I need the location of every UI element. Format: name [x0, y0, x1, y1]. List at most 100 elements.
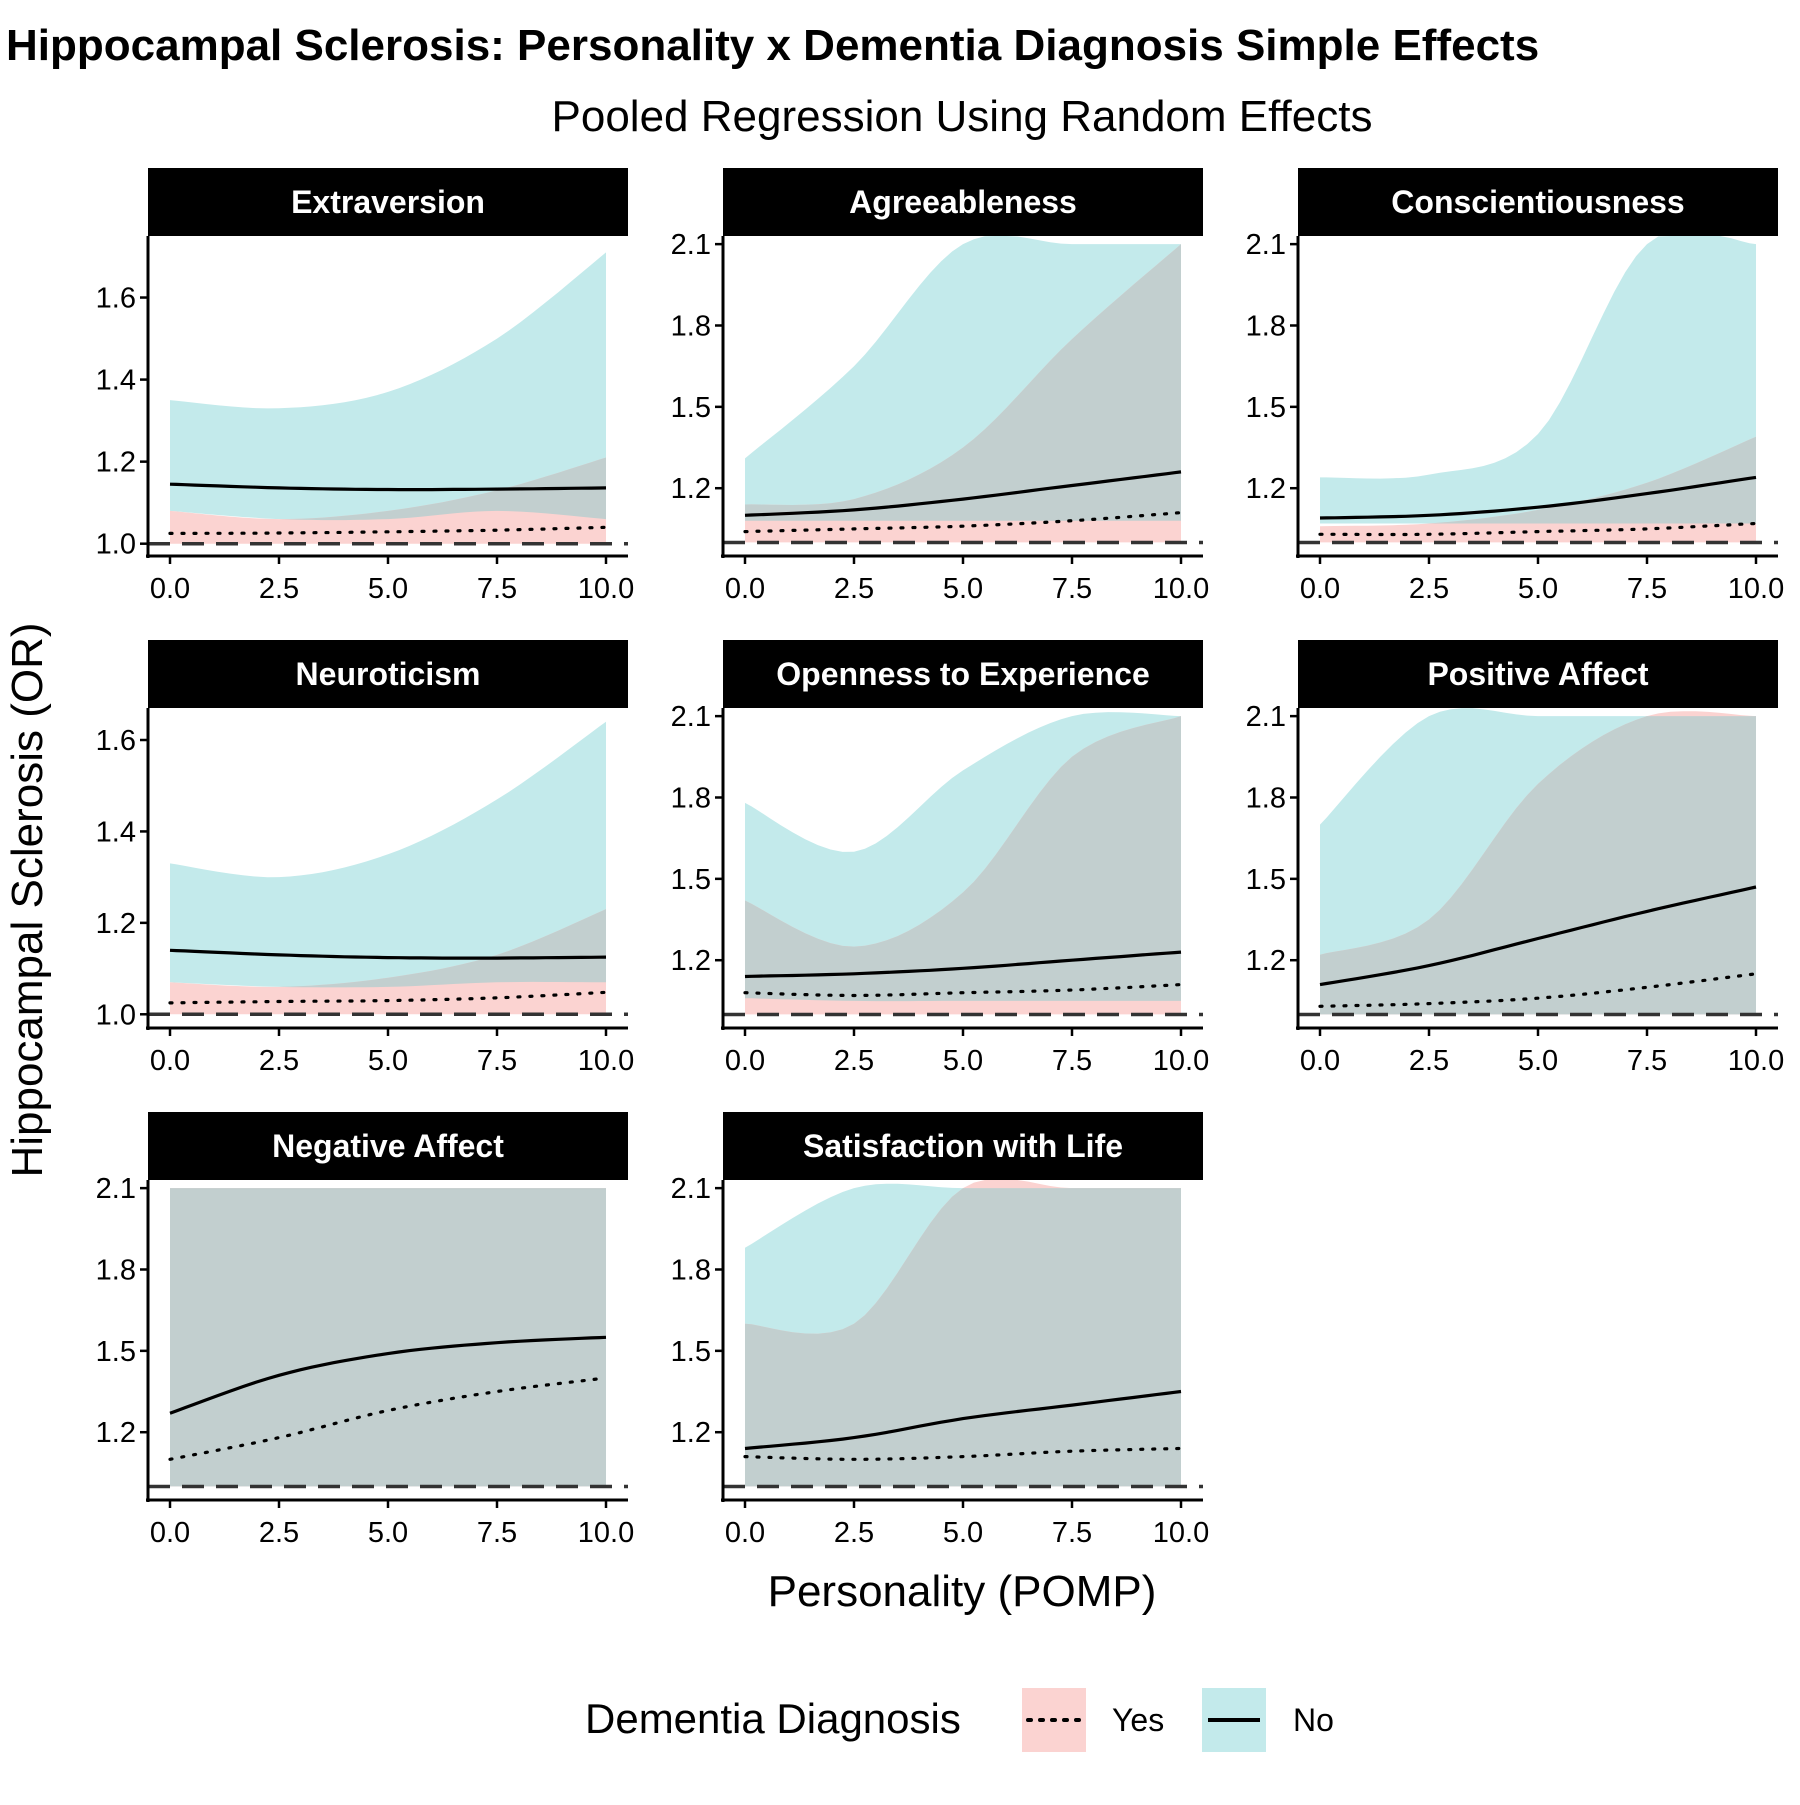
strip-conscientiousness	[1298, 168, 1778, 236]
x-tick-label-extraversion: 5.0	[368, 573, 408, 605]
panel-plot-area-negative-affect	[168, 1188, 608, 1487]
y-tick-label-neuroticism: 1.4	[96, 816, 136, 848]
y-tick-label-conscientiousness: 1.2	[1246, 473, 1286, 505]
x-tick-label-openness-to-experience: 5.0	[943, 1045, 983, 1077]
x-tick-label-positive-affect: 5.0	[1518, 1045, 1558, 1077]
y-tick-label-neuroticism: 1.0	[96, 999, 136, 1031]
line-no-openness-to-experience	[744, 950, 1182, 979]
y-tick-label-positive-affect: 2.1	[1246, 701, 1286, 733]
strip-satisfaction-with-life	[723, 1112, 1203, 1180]
y-tick-label-negative-affect: 1.2	[96, 1417, 136, 1449]
y-tick-label-positive-affect: 1.2	[1246, 945, 1286, 977]
y-tick-label-agreeableness: 1.2	[671, 473, 711, 505]
panel-openness-to-experience: Openness to Experience 1.2 1.5 1.8 2.1 0.0 2.5…	[671, 640, 1209, 1077]
y-tick-label-agreeableness: 1.5	[671, 392, 711, 424]
y-tick-label-conscientiousness: 1.8	[1246, 310, 1286, 342]
x-tick-label-satisfaction-with-life: 5.0	[943, 1517, 983, 1549]
y-tick-label-conscientiousness: 2.1	[1246, 229, 1286, 261]
strip-positive-affect	[1298, 640, 1778, 708]
y-tick-label-satisfaction-with-life: 1.8	[671, 1254, 711, 1286]
ribbon-overlap-positive-affect	[1320, 716, 1756, 1015]
y-tick-label-negative-affect: 1.8	[96, 1254, 136, 1286]
line-no-negative-affect	[169, 1335, 607, 1415]
legend-label-yes: Yes	[1112, 1702, 1164, 1738]
x-tick-label-neuroticism: 7.5	[477, 1045, 517, 1077]
ribbon-yes-extraversion	[170, 457, 606, 544]
x-tick-label-neuroticism: 5.0	[368, 1045, 408, 1077]
line-yes-conscientiousness	[1318, 521, 1758, 537]
ribbon-no-conscientiousness	[1320, 236, 1756, 524]
y-tick-label-satisfaction-with-life: 2.1	[671, 1173, 711, 1205]
line-no-neuroticism	[169, 948, 607, 960]
panel-negative-affect: Negative Affect 1.2 1.5 1.8 2.1 0.0 2.5 5.0 7.5 1…	[96, 1112, 634, 1549]
line-yes-satisfaction-with-life	[743, 1446, 1183, 1461]
x-tick-label-openness-to-experience: 0.0	[725, 1045, 765, 1077]
x-tick-label-openness-to-experience: 7.5	[1052, 1045, 1092, 1077]
x-tick-label-agreeableness: 7.5	[1052, 573, 1092, 605]
panel-plot-area-openness-to-experience	[743, 712, 1183, 1015]
panel-conscientiousness: Conscientiousness 1.2 1.5 1.8 2.1 0.0 2.5 5.0 7.…	[1246, 168, 1784, 605]
x-tick-label-negative-affect: 5.0	[368, 1517, 408, 1549]
line-yes-positive-affect	[1318, 972, 1758, 1008]
panel-plot-area-positive-affect	[1318, 708, 1758, 1015]
x-tick-label-conscientiousness: 0.0	[1300, 573, 1340, 605]
y-tick-label-satisfaction-with-life: 1.5	[671, 1336, 711, 1368]
ribbon-no-extraversion	[170, 252, 606, 521]
line-yes-extraversion	[168, 525, 608, 535]
strip-agreeableness	[723, 168, 1203, 236]
ribbon-overlap-satisfaction-with-life	[745, 1188, 1181, 1487]
y-tick-label-extraversion: 1.2	[96, 447, 136, 479]
y-tick-label-extraversion: 1.4	[96, 365, 136, 397]
ribbon-overlap-negative-affect	[170, 1188, 606, 1487]
y-tick-label-conscientiousness: 1.5	[1246, 392, 1286, 424]
x-tick-label-agreeableness: 2.5	[834, 573, 874, 605]
y-tick-label-openness-to-experience: 2.1	[671, 701, 711, 733]
legend: Dementia Diagnosis Yes No	[585, 1688, 1334, 1752]
strip-negative-affect	[148, 1112, 628, 1180]
ribbon-overlap-openness-to-experience	[745, 716, 1181, 1002]
line-no-extraversion	[169, 482, 607, 492]
legend-label-no: No	[1293, 1702, 1334, 1738]
line-yes-neuroticism	[168, 990, 608, 1005]
y-tick-label-positive-affect: 1.8	[1246, 782, 1286, 814]
strip-neuroticism	[148, 640, 628, 708]
strip-label-openness-to-experience: Openness to Experience	[776, 656, 1149, 692]
x-tick-label-negative-affect: 0.0	[150, 1517, 190, 1549]
panel-agreeableness: Agreeableness 1.2 1.5 1.8 2.1 0.0 2.5 5.0 7.5 10.…	[671, 168, 1209, 605]
y-axis-title: Hippocampal Sclerosis (OR)	[3, 622, 52, 1177]
x-tick-label-openness-to-experience: 2.5	[834, 1045, 874, 1077]
y-tick-label-openness-to-experience: 1.2	[671, 945, 711, 977]
x-tick-label-extraversion: 0.0	[150, 573, 190, 605]
y-tick-label-positive-affect: 1.5	[1246, 864, 1286, 896]
panel-plot-area-neuroticism	[168, 721, 608, 1015]
ribbon-overlap-neuroticism	[170, 909, 606, 988]
x-tick-label-conscientiousness: 2.5	[1409, 573, 1449, 605]
y-tick-label-negative-affect: 2.1	[96, 1173, 136, 1205]
line-yes-negative-affect	[168, 1376, 608, 1461]
x-tick-label-agreeableness: 0.0	[725, 573, 765, 605]
y-tick-label-agreeableness: 1.8	[671, 310, 711, 342]
strip-label-neuroticism: Neuroticism	[296, 656, 481, 692]
x-tick-label-positive-affect: 0.0	[1300, 1045, 1340, 1077]
panel-satisfaction-with-life: Satisfaction with Life 1.2 1.5 1.8 2.1 0.0 2.5…	[671, 1112, 1209, 1549]
line-no-positive-affect	[1319, 885, 1757, 987]
strip-openness-to-experience	[723, 640, 1203, 708]
panel-plot-area-extraversion	[168, 252, 608, 544]
x-tick-label-conscientiousness: 5.0	[1518, 573, 1558, 605]
line-yes-agreeableness	[743, 511, 1183, 534]
y-tick-label-neuroticism: 1.6	[96, 725, 136, 757]
y-tick-label-openness-to-experience: 1.5	[671, 864, 711, 896]
x-axis-title: Personality (POMP)	[768, 1567, 1157, 1616]
x-tick-label-positive-affect: 2.5	[1409, 1045, 1449, 1077]
x-tick-label-satisfaction-with-life: 10.0	[1153, 1517, 1209, 1549]
strip-label-satisfaction-with-life: Satisfaction with Life	[803, 1128, 1123, 1164]
y-tick-label-openness-to-experience: 1.8	[671, 782, 711, 814]
ribbon-no-neuroticism	[170, 721, 606, 988]
x-tick-label-agreeableness: 10.0	[1153, 573, 1209, 605]
x-tick-label-satisfaction-with-life: 2.5	[834, 1517, 874, 1549]
panel-neuroticism: Neuroticism 1.0 1.2 1.4 1.6 0.0 2.5 5.0 7.5 10.0	[96, 640, 634, 1077]
strip-extraversion	[148, 168, 628, 236]
chart-subtitle: Pooled Regression Using Random Effects	[552, 92, 1373, 141]
y-tick-label-negative-affect: 1.5	[96, 1336, 136, 1368]
